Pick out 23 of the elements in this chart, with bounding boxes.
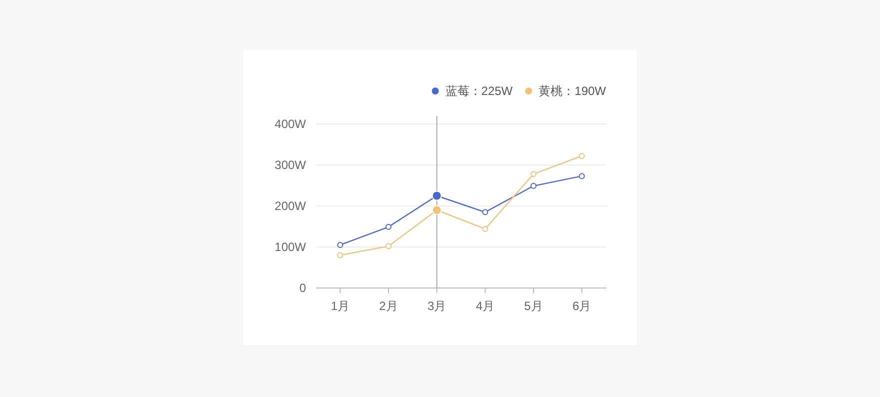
legend-label: 黄桃：190W bbox=[538, 84, 607, 98]
legend-label: 蓝莓：225W bbox=[445, 84, 514, 98]
y-tick-label: 0 bbox=[299, 281, 306, 295]
point bbox=[530, 182, 536, 189]
point bbox=[337, 252, 344, 258]
x-tick-label: 1月 bbox=[330, 299, 350, 313]
x-tick-label: 4月 bbox=[476, 299, 495, 313]
point bbox=[482, 226, 488, 232]
y-tick-label: 300W bbox=[274, 158, 307, 172]
point bbox=[386, 224, 392, 230]
point bbox=[337, 242, 344, 248]
point bbox=[530, 171, 536, 178]
y-tick-label: 200W bbox=[274, 199, 307, 213]
point bbox=[482, 209, 488, 216]
x-tick-label: 5月 bbox=[524, 299, 543, 313]
point bbox=[386, 243, 392, 250]
x-tick-label: 6月 bbox=[572, 299, 592, 313]
x-tick-label: 3月 bbox=[427, 299, 446, 313]
point bbox=[578, 152, 585, 159]
x-tick-label: 2月 bbox=[379, 299, 398, 313]
point bbox=[578, 173, 585, 180]
y-tick-label: 400W bbox=[274, 117, 307, 131]
y-tick-label: 100W bbox=[274, 240, 307, 254]
